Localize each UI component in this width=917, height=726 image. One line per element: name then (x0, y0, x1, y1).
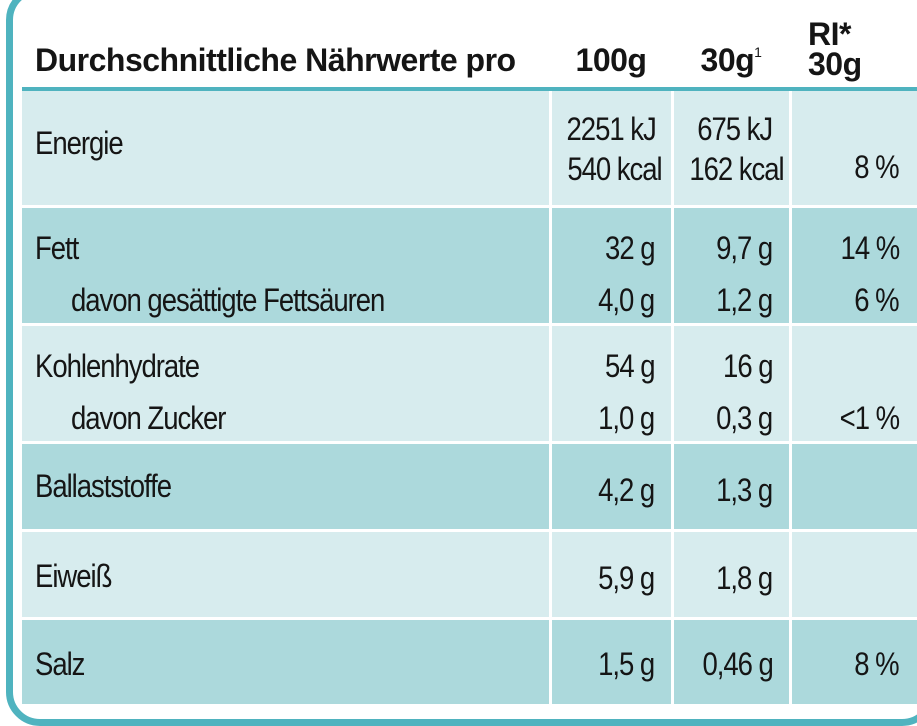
row-value-ri (788, 442, 917, 532)
table-row-ballaststoffe: Ballaststoffe 4,2 g 1,3 g (22, 442, 917, 532)
row-value-100g: 5,9 g (548, 530, 672, 620)
row-value-30g: 16 g 0,3 g (670, 324, 790, 444)
row-sub-label: davon Zucker (71, 399, 226, 436)
row-value-ri: <1 % (788, 324, 917, 444)
row-value-30g: 0,46 g (670, 618, 790, 708)
row-label: Fett davon gesättigte Fettsäuren (22, 206, 550, 326)
row-value-ri: 8 % (788, 89, 917, 208)
table-row-salz: Salz 1,5 g 0,46 g 8 % (22, 618, 917, 708)
header-30g: 30g1 (672, 0, 790, 87)
table-header-row: Durchschnittliche Nährwerte pro 100g 30g… (22, 0, 917, 87)
row-value-100g: 2251 kJ 540 kcal (548, 89, 672, 208)
row-label: Kohlenhydrate davon Zucker (22, 324, 550, 444)
row-value-ri: 14 % 6 % (788, 206, 917, 326)
row-value-30g: 1,8 g (670, 530, 790, 620)
row-value-ri: 8 % (788, 618, 917, 708)
row-label: Eiweiß (22, 530, 550, 620)
table-row-kohlenhydrate: Kohlenhydrate davon Zucker 54 g 1,0 g 16… (22, 324, 917, 444)
header-ri-bottom: 30g (808, 46, 862, 82)
row-value-100g: 54 g 1,0 g (548, 324, 672, 444)
table-row-energie: Energie 2251 kJ 540 kcal 675 kJ 162 kcal… (22, 89, 917, 208)
nutrition-table: Durchschnittliche Nährwerte pro 100g 30g… (22, 0, 917, 708)
header-30g-footnote: 1 (754, 44, 762, 60)
row-label: Energie (22, 89, 550, 208)
row-value-ri (788, 530, 917, 620)
header-ri-top: RI* (808, 16, 851, 52)
header-ri: RI* 30g (790, 0, 917, 87)
table-bottom-strip (22, 704, 917, 712)
row-value-100g: 4,2 g (548, 442, 672, 532)
row-label: Ballaststoffe (22, 442, 550, 532)
row-value-100g: 1,5 g (548, 618, 672, 708)
header-label: Durchschnittliche Nährwerte pro (22, 0, 550, 87)
row-value-30g: 1,3 g (670, 442, 790, 532)
row-value-30g: 675 kJ 162 kcal (670, 89, 790, 208)
row-label: Salz (22, 618, 550, 708)
header-100g: 100g (550, 0, 672, 87)
table-row-eiweiss: Eiweiß 5,9 g 1,8 g (22, 530, 917, 620)
row-sub-label: davon gesättigte Fettsäuren (71, 281, 385, 318)
row-value-100g: 32 g 4,0 g (548, 206, 672, 326)
row-value-30g: 9,7 g 1,2 g (670, 206, 790, 326)
table-row-fett: Fett davon gesättigte Fettsäuren 32 g 4,… (22, 206, 917, 326)
